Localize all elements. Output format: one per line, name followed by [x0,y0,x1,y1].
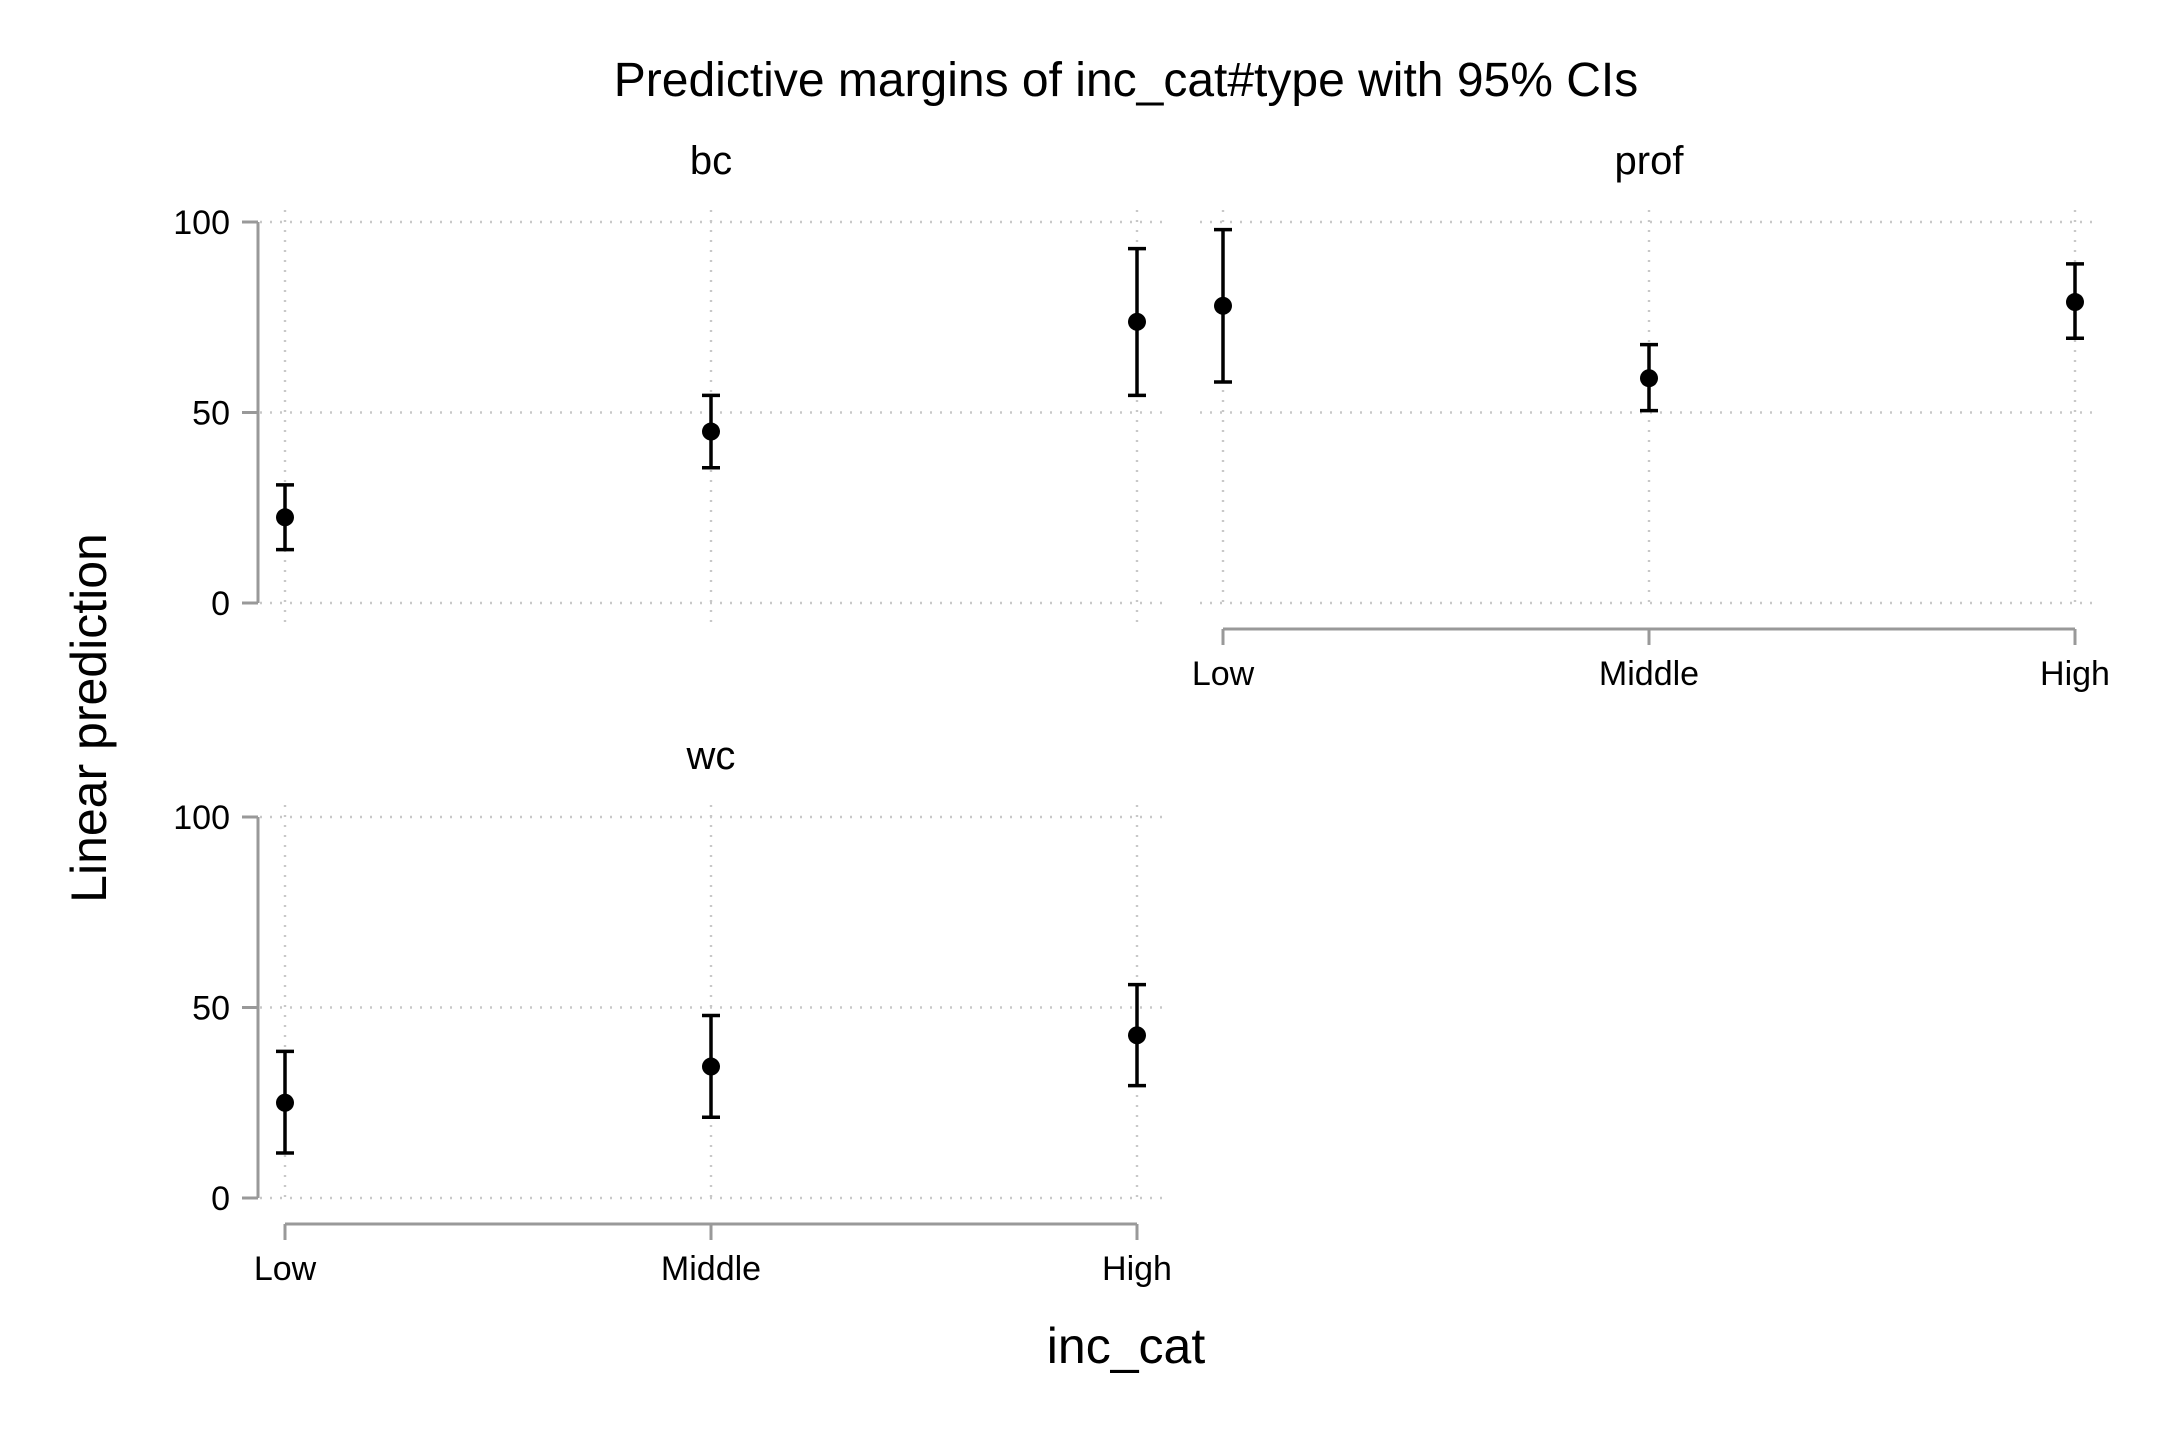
margin-point [1214,296,1232,315]
x-tick-label: Middle [661,1250,761,1288]
margin-point [702,1057,720,1076]
panel-title: prof [1615,139,1685,183]
x-tick-label: High [1102,1250,1172,1288]
panel-bc: bc 0 50 100 [173,139,1162,630]
margin-point [2066,293,2084,312]
y-axis-label: Linear prediction [61,533,117,903]
x-tick-label: Low [254,1250,317,1288]
panel-prof: prof Low Middle High [1192,139,2110,693]
panels-layer: bc 0 50 100 prof Low Middle High wc 0 50 100 Low Midd… [173,139,2110,1288]
margin-point [702,422,720,441]
panel-title: bc [690,139,732,183]
margin-point [276,508,294,527]
chart-title: Predictive margins of inc_cat#type with … [614,54,1638,107]
y-tick-label: 100 [173,799,230,837]
margin-point [1128,1026,1146,1045]
x-axis-label: inc_cat [1047,1318,1206,1374]
panel-wc: wc 0 50 100 Low Middle High [173,734,1172,1288]
margin-point [276,1093,294,1112]
y-tick-label: 50 [192,395,230,433]
panel-title: wc [686,734,736,778]
x-tick-label: High [2040,655,2110,693]
y-tick-label: 100 [173,204,230,242]
x-tick-label: Low [1192,655,1255,693]
y-tick-label: 0 [211,585,230,623]
x-tick-label: Middle [1599,655,1699,693]
margin-point [1640,369,1658,388]
margin-point [1128,312,1146,331]
y-tick-label: 50 [192,990,230,1028]
y-tick-label: 0 [211,1180,230,1218]
